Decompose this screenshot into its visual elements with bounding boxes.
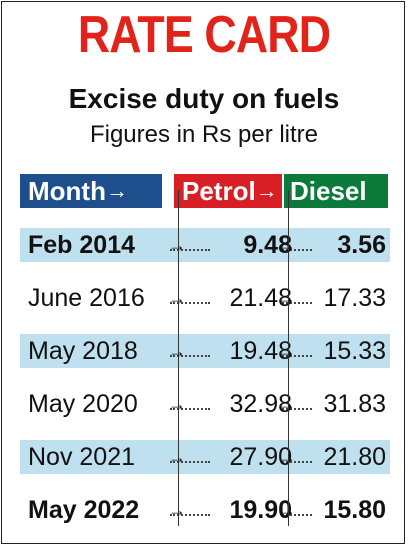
- row-period: Nov 2021: [28, 443, 136, 471]
- dotted-leader: [170, 461, 210, 463]
- dotted-leader: [282, 355, 312, 357]
- row-period: Feb 2014: [28, 231, 136, 259]
- arrow-right-icon: →: [168, 447, 186, 467]
- arrow-right-icon: →: [168, 394, 186, 414]
- row-diesel-value: 17.33: [323, 284, 386, 312]
- row-period: May 2020: [28, 390, 138, 418]
- dotted-leader: [282, 302, 312, 304]
- row-petrol-value: 9.48: [243, 231, 292, 259]
- table-row: → → May 2018 19.48 15.33: [20, 334, 390, 368]
- arrow-right-icon: →: [278, 288, 296, 308]
- petrol-header-label: Petrol: [182, 176, 256, 206]
- arrow-right-icon: →: [168, 288, 186, 308]
- dotted-leader: [170, 302, 210, 304]
- arrow-right-icon: →: [168, 235, 186, 255]
- arrow-right-icon: →: [278, 447, 296, 467]
- column-divider-petrol: [178, 190, 179, 526]
- dotted-leader: [282, 408, 312, 410]
- dotted-leader: [282, 514, 312, 516]
- units-note: Figures in Rs per litre: [89, 121, 319, 148]
- row-diesel-value: 21.80: [323, 443, 386, 471]
- row-petrol-value: 21.48: [229, 284, 292, 312]
- row-petrol-value: 32.98: [229, 390, 292, 418]
- arrow-right-icon: →: [278, 235, 296, 255]
- table-row: → → May 2022 19.90 15.80: [20, 493, 390, 527]
- table-row: → → Feb 2014 9.48 3.56: [20, 228, 390, 262]
- column-header-month: Month→: [20, 174, 162, 208]
- chart-title: RATE CARD: [77, 6, 331, 64]
- arrow-right-icon: →: [168, 341, 186, 361]
- dotted-leader: [170, 355, 210, 357]
- arrow-right-icon: →: [278, 394, 296, 414]
- row-period: May 2022: [28, 496, 140, 524]
- dotted-leader: [170, 249, 210, 251]
- row-diesel-value: 15.33: [323, 337, 386, 365]
- table-row: → → June 2016 21.48 17.33: [20, 281, 390, 315]
- arrow-right-icon: →: [168, 500, 186, 520]
- arrow-right-icon: →: [278, 341, 296, 361]
- dotted-leader: [170, 408, 210, 410]
- row-period: May 2018: [28, 337, 138, 365]
- table-row: → → Nov 2021 27.90 21.80: [20, 440, 390, 474]
- chart-subtitle: Excise duty on fuels: [68, 83, 340, 114]
- table-row: → → May 2020 32.98 31.83: [20, 387, 390, 421]
- dotted-leader: [282, 461, 312, 463]
- column-divider-diesel: [288, 190, 289, 526]
- column-header-petrol: Petrol→: [174, 174, 282, 208]
- month-header-label: Month: [28, 176, 106, 206]
- row-diesel-value: 15.80: [323, 496, 386, 524]
- dotted-leader: [170, 514, 210, 516]
- row-diesel-value: 31.83: [323, 390, 386, 418]
- arrow-right-icon: →: [278, 500, 296, 520]
- row-petrol-value: 27.90: [229, 443, 292, 471]
- arrow-right-icon: →: [255, 178, 278, 203]
- diesel-header-label: Diesel: [290, 176, 367, 206]
- row-petrol-value: 19.90: [229, 496, 292, 524]
- row-period: June 2016: [28, 284, 145, 312]
- dotted-leader: [282, 249, 312, 251]
- arrow-right-icon: →: [105, 178, 128, 203]
- row-petrol-value: 19.48: [229, 337, 292, 365]
- row-diesel-value: 3.56: [337, 231, 386, 259]
- column-header-diesel: Diesel: [284, 174, 388, 208]
